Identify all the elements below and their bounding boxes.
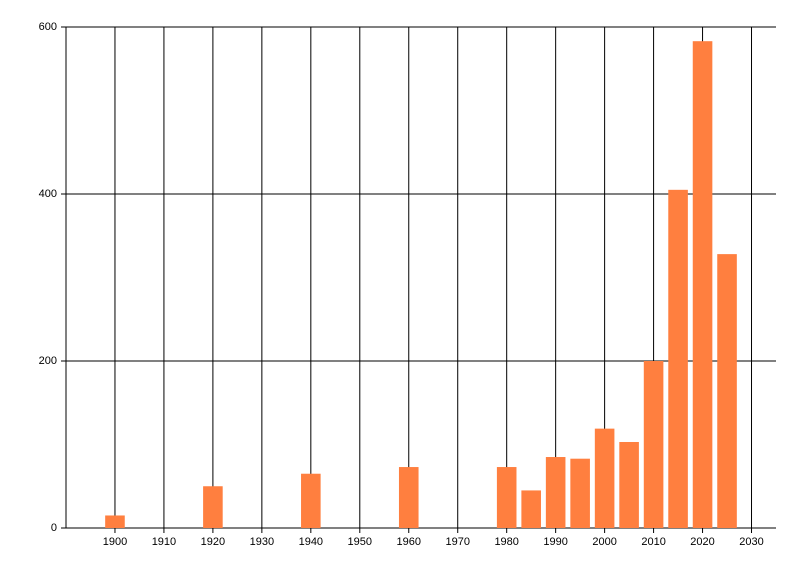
x-tick-label: 1920 (201, 536, 225, 548)
x-tick-label: 1930 (250, 536, 274, 548)
bar (301, 473, 321, 528)
bar (594, 428, 615, 528)
x-tick-label: 1900 (103, 536, 127, 548)
bar (570, 458, 590, 528)
x-tick-label: 1910 (152, 536, 176, 548)
y-tick-label: 200 (39, 355, 57, 367)
bar (717, 254, 737, 528)
bar (521, 490, 541, 528)
bar (692, 41, 713, 528)
x-tick-label: 1940 (299, 536, 323, 548)
bar (668, 189, 688, 528)
x-tick-label: 2030 (739, 536, 763, 548)
y-tick-label: 600 (39, 21, 57, 33)
bar (398, 467, 419, 528)
x-tick-label: 1970 (445, 536, 469, 548)
bar (203, 486, 223, 528)
bar (105, 515, 125, 528)
x-tick-label: 2020 (690, 536, 714, 548)
x-tick-label: 2000 (592, 536, 616, 548)
x-tick-label: 1980 (494, 536, 518, 548)
y-tick-label: 400 (39, 188, 57, 200)
bar (496, 467, 517, 528)
x-tick-label: 1950 (348, 536, 372, 548)
x-tick-label: 1960 (397, 536, 421, 548)
x-tick-label: 2010 (641, 536, 665, 548)
x-tick-label: 1990 (543, 536, 567, 548)
y-tick-label: 0 (51, 522, 57, 534)
bar (545, 457, 566, 528)
bar (643, 361, 664, 528)
bar (619, 441, 639, 528)
